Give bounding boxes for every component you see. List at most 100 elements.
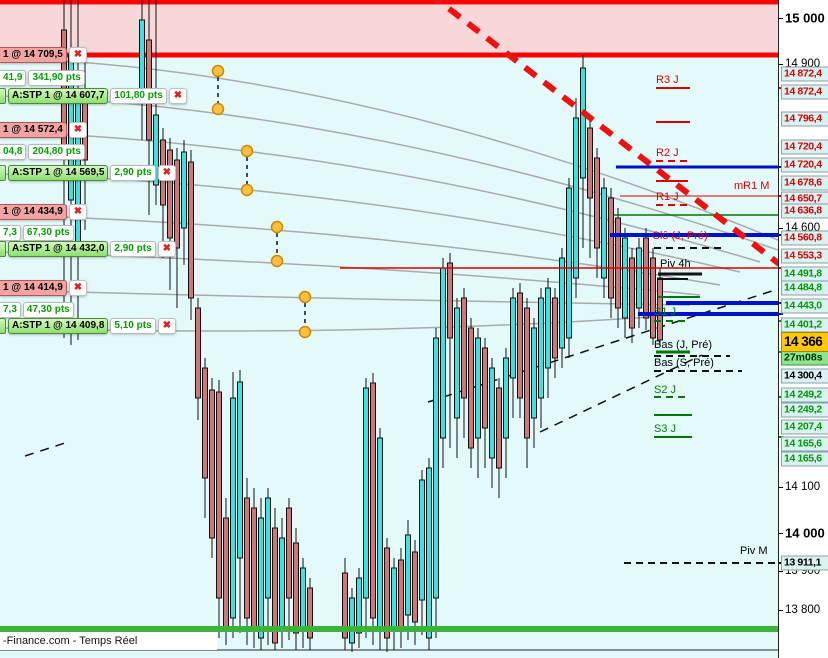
candle-body-down <box>202 367 208 479</box>
candle-body-up <box>489 367 495 459</box>
level-label-s1-j: S1 J <box>654 306 677 318</box>
candle-body-up <box>510 297 516 379</box>
order-drag-handle-dot[interactable] <box>211 64 225 78</box>
candle-body-down <box>447 262 453 339</box>
trendline-dashed <box>427 289 776 403</box>
candle-body-down <box>244 497 250 619</box>
order-drag-handle-dot[interactable] <box>270 254 284 268</box>
order-3-stop-close-button[interactable]: ✖ <box>157 241 177 257</box>
order-drag-handle-dot[interactable] <box>240 144 254 158</box>
level-label-bas-j-pr: Bas (J, Pré) <box>654 339 713 351</box>
order-1-stop-edge <box>0 88 6 104</box>
candle-body-up <box>230 397 236 619</box>
candle-body-down <box>342 572 348 639</box>
order-4-entry-label[interactable]: 1 @ 14 414,9 <box>0 280 67 296</box>
level-label-bas-s-pr: Bas (S, Pré) <box>654 357 714 369</box>
price-chart-canvas[interactable]: R3 J R2 J mR1 M R1 J Clô (J, Pré) Piv 4h S1 J B… <box>0 0 778 658</box>
order-leader-curve <box>0 131 761 263</box>
order-2-close-button[interactable]: ✖ <box>68 122 88 138</box>
axis-tick <box>779 487 783 488</box>
order-1-stop-label[interactable]: A:STP 1 @ 14 607,7 <box>8 88 109 104</box>
order-drag-handle-dot[interactable] <box>270 220 284 234</box>
price-level-tag: 14 165,6 <box>781 451 828 467</box>
axis-label: 13 800 <box>785 604 821 616</box>
order-2-stop-close-button[interactable]: ✖ <box>157 165 177 181</box>
candle-body-down <box>370 382 376 619</box>
order-3-close-button[interactable]: ✖ <box>68 204 88 220</box>
price-level-tag: 14 553,3 <box>781 248 828 264</box>
candle-body-down <box>552 297 558 359</box>
candle-body-up <box>475 337 481 439</box>
order-drag-handle-dot[interactable] <box>298 325 312 339</box>
order-2-stop-label[interactable]: A:STP 1 @ 14 569,5 <box>8 165 109 181</box>
current-price-tag: 14 366 <box>781 332 828 352</box>
candle-body-up <box>356 577 362 634</box>
level-label-piv-4h: Piv 4h <box>660 258 691 270</box>
status-bar: -Finance.com - Temps Réel <box>0 632 217 650</box>
order-4-close-button[interactable]: ✖ <box>68 280 88 296</box>
candle-body-down <box>251 507 257 629</box>
order-1-close-button[interactable]: ✖ <box>68 47 88 63</box>
candle-body-down <box>412 551 418 623</box>
order-drag-handle-dot[interactable] <box>211 102 225 116</box>
price-level-tag: 14 300,4 <box>781 368 828 384</box>
order-1-stop-close-button[interactable]: ✖ <box>168 88 188 104</box>
order-3-pnl-points: 67,30 pts <box>22 225 74 241</box>
level-label-s3-j: S3 J <box>654 423 677 435</box>
order-4-stop-close-button[interactable]: ✖ <box>157 318 177 334</box>
candle-body-up <box>426 467 432 639</box>
candle-body-up <box>503 357 509 439</box>
candle-body-down <box>188 161 194 299</box>
order-drag-handle-dot[interactable] <box>240 183 254 197</box>
level-axis-tick <box>779 313 783 315</box>
chart-svg <box>0 0 778 652</box>
order-3-stop-label[interactable]: A:STP 1 @ 14 432,0 <box>8 241 109 257</box>
candle-body-down <box>223 517 229 629</box>
order-2-entry-label[interactable]: 1 @ 14 572,4 <box>0 122 67 138</box>
order-leader-curve <box>0 57 778 241</box>
price-level-tag: 14 401,2 <box>781 317 828 333</box>
candle-body-down <box>307 587 313 639</box>
trendline-dashed <box>24 441 69 457</box>
axis-tick <box>779 610 783 611</box>
order-3-pnl-value: 7,3 <box>0 225 21 241</box>
order-2-pnl-points: 204,80 pts <box>28 144 85 160</box>
axis-tick <box>779 18 783 19</box>
price-level-tag: 14 636,8 <box>781 203 828 219</box>
candle-countdown-timer: 27m08s <box>781 350 828 366</box>
candle-body-up <box>440 267 446 439</box>
order-3-stop-edge <box>0 241 6 257</box>
order-4-stop-label[interactable]: A:STP 1 @ 14 409,8 <box>8 318 109 334</box>
candle-body-down <box>195 307 201 399</box>
level-label-r2-j: R2 J <box>656 147 679 159</box>
candle-body-up <box>300 567 306 629</box>
axis-tick <box>779 533 783 534</box>
axis-label: 15 000 <box>785 10 825 26</box>
candle-body-down <box>216 391 222 599</box>
candle-body-down <box>468 327 474 449</box>
axis-tick <box>779 64 783 65</box>
order-2-pnl-value: 04,8 <box>0 144 27 160</box>
candle-body-up <box>622 237 628 319</box>
price-level-tag: 14 491,8 <box>781 266 828 282</box>
candle-body-up <box>349 597 355 644</box>
candle-body-up <box>531 327 537 419</box>
level-label-piv-m: Piv M <box>740 545 768 557</box>
candle-body-down <box>209 389 215 539</box>
candle-body-down <box>167 149 173 239</box>
candle-body-up <box>405 534 411 616</box>
candle-body-up <box>258 517 264 639</box>
candle-body-up <box>545 287 551 369</box>
feed-status-text: -Finance.com - Temps Réel <box>3 635 138 647</box>
order-drag-handle-dot[interactable] <box>298 290 312 304</box>
candle-body-up <box>601 187 607 279</box>
order-2-stop-points: 2,90 pts <box>110 165 156 181</box>
order-3-entry-label[interactable]: 1 @ 14 434,9 <box>0 204 67 220</box>
price-level-tag: 14 249,2 <box>781 402 828 418</box>
price-level-tag: 14 560,8 <box>781 230 828 246</box>
order-leader-curve <box>0 251 701 296</box>
candle-body-down <box>398 559 404 631</box>
order-1-entry-label[interactable]: 1 @ 14 709,5 <box>0 47 67 63</box>
order-1-pnl-value: 41,9 <box>0 70 27 86</box>
